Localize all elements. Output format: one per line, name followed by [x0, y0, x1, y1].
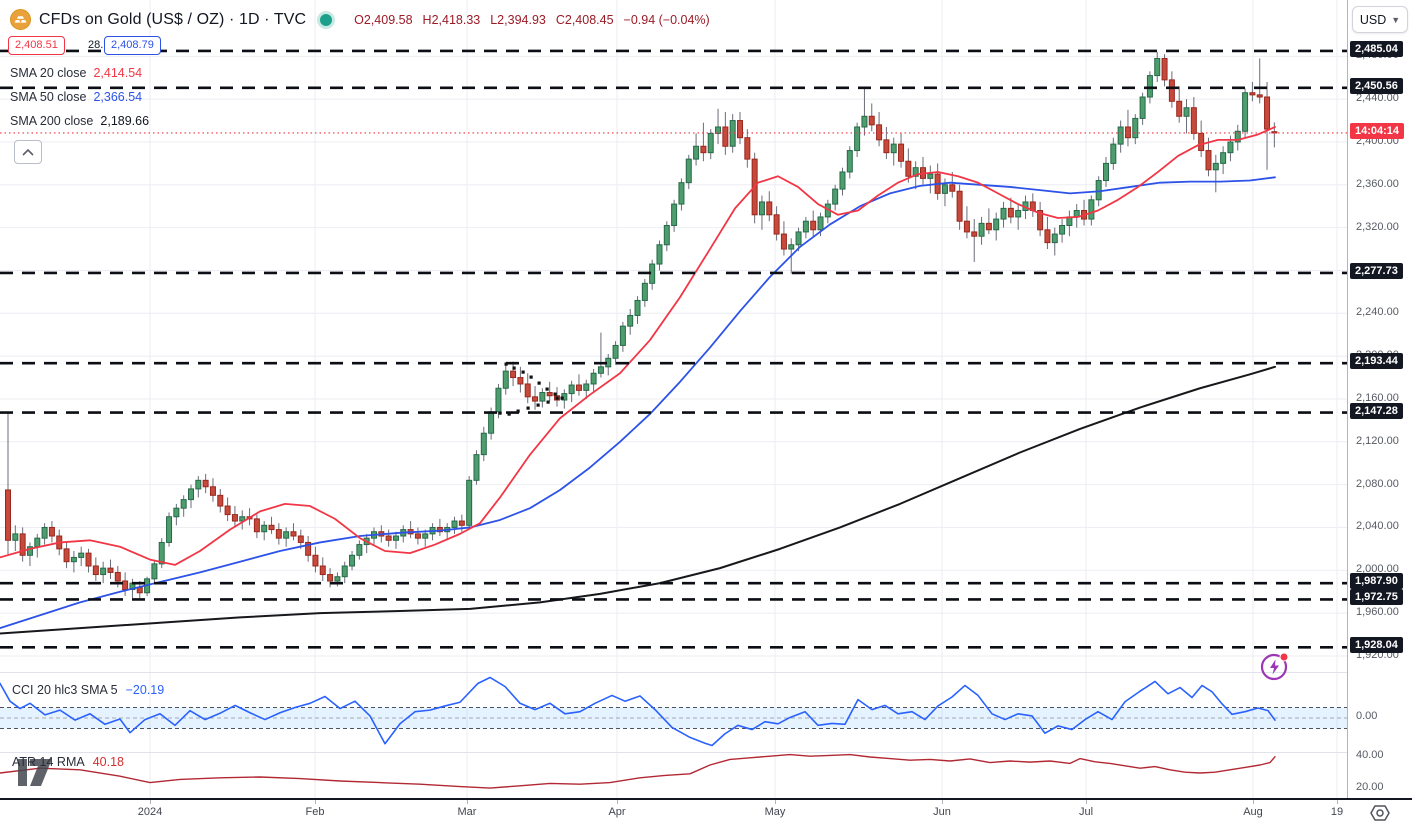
ohlc-close: C2,408.45	[555, 12, 614, 27]
price-tick: 2,000.00	[1356, 563, 1399, 576]
time-label: Mar	[457, 806, 477, 818]
time-label: Aug	[1243, 806, 1263, 818]
ohlc-readout: O2,409.58 H2,418.33 L2,394.93 C2,408.45 …	[354, 13, 710, 27]
main-price-pane[interactable]	[0, 0, 1348, 672]
atr-label: ATR 14 RMA	[12, 755, 85, 769]
market-status-dot[interactable]	[320, 13, 333, 26]
sr-price-label: 2,147.28	[1350, 402, 1403, 419]
collapse-legend-button[interactable]	[14, 140, 42, 164]
ohlc-high: H2,418.33	[422, 12, 481, 27]
time-label: Feb	[305, 806, 325, 818]
overlapped-price-text: 28.	[88, 39, 104, 51]
time-label: May	[764, 806, 786, 818]
time-tick	[1337, 800, 1338, 804]
time-tick	[942, 800, 943, 804]
time-tick	[315, 800, 316, 804]
cci-legend[interactable]: CCI 20 hlc3 SMA 5 −20.19	[12, 683, 164, 697]
legend-row-sma20[interactable]: SMA 20 close 2,414.54	[10, 66, 142, 80]
currency-label: USD	[1359, 12, 1387, 27]
price-tick: 2,080.00	[1356, 477, 1399, 490]
sma50-label: SMA 50 close	[10, 90, 87, 104]
atr-indicator-pane[interactable]	[0, 752, 1348, 798]
price-tick: 2,160.00	[1356, 391, 1399, 404]
sr-price-label: 2,277.73	[1350, 262, 1403, 279]
price-tick: 2,320.00	[1356, 220, 1399, 233]
price-tick: 2,440.00	[1356, 92, 1399, 105]
atr-tick-20: 20.00	[1356, 781, 1384, 793]
time-label: 19	[1330, 806, 1344, 818]
time-tick	[150, 800, 151, 804]
price-tick: 2,240.00	[1356, 306, 1399, 319]
bid-price-label[interactable]: 2,408.51	[8, 36, 65, 55]
time-label: Jul	[1078, 806, 1094, 818]
legend-row-sma50[interactable]: SMA 50 close 2,366.54	[10, 90, 142, 104]
bar-countdown-label: 14:04:14	[1350, 122, 1405, 139]
cci-value: −20.19	[125, 683, 165, 697]
price-axis[interactable]: USD ▼ 14:04:14 0.00 40.00 20.00 2,480.00…	[1347, 0, 1412, 798]
ohlc-open: O2,409.58	[354, 12, 413, 27]
time-tick	[1253, 800, 1254, 804]
pane-divider[interactable]	[0, 672, 1412, 673]
ohlc-low: L2,394.93	[490, 12, 546, 27]
price-tick: 2,120.00	[1356, 434, 1399, 447]
time-tick	[1086, 800, 1087, 804]
atr-value: 40.18	[92, 755, 124, 769]
sr-price-label: 2,485.04	[1350, 40, 1403, 57]
time-label: 2024	[137, 806, 163, 818]
time-tick	[467, 800, 468, 804]
price-tick: 1,960.00	[1356, 606, 1399, 619]
sma20-value: 2,414.54	[93, 66, 143, 80]
sr-price-label: 2,450.56	[1350, 77, 1403, 94]
price-tick: 2,040.00	[1356, 520, 1399, 533]
currency-selector[interactable]: USD ▼	[1352, 6, 1408, 33]
chevron-up-icon	[22, 148, 34, 156]
atr-tick-40: 40.00	[1356, 749, 1384, 761]
sr-price-label: 2,193.44	[1350, 353, 1403, 370]
time-label: Apr	[608, 806, 626, 818]
legend-row-sma200[interactable]: SMA 200 close 2,189.66	[10, 114, 149, 128]
ask-price-label[interactable]: 2,408.79	[104, 36, 161, 55]
symbol-title[interactable]: CFDs on Gold (US$ / OZ) · 1D · TVC	[39, 10, 307, 28]
ohlc-change: −0.94 (−0.04%)	[623, 12, 710, 27]
pane-divider[interactable]	[0, 752, 1412, 753]
sr-price-label: 1,928.04	[1350, 637, 1403, 654]
chevron-down-icon: ▼	[1391, 14, 1401, 25]
sma200-label: SMA 200 close	[10, 114, 94, 128]
flash-alert-icon[interactable]	[1259, 650, 1291, 687]
time-tick	[775, 800, 776, 804]
gold-coin-icon	[10, 9, 31, 30]
time-tick	[617, 800, 618, 804]
atr-legend[interactable]: ATR 14 RMA 40.18	[12, 755, 124, 769]
sr-price-label: 1,987.90	[1350, 573, 1403, 590]
sma200-value: 2,189.66	[100, 114, 150, 128]
sma20-label: SMA 20 close	[10, 66, 87, 80]
cci-zero-tick: 0.00	[1356, 710, 1378, 722]
sr-price-label: 1,972.75	[1350, 589, 1403, 606]
cci-indicator-pane[interactable]	[0, 672, 1348, 752]
sma50-value: 2,366.54	[93, 90, 143, 104]
price-tick: 2,360.00	[1356, 177, 1399, 190]
time-axis[interactable]: 2024 Feb Mar Apr May Jun Jul Aug 19	[0, 798, 1412, 823]
tradingview-watermark	[18, 759, 52, 786]
time-label: Jun	[933, 806, 951, 818]
axis-settings-icon[interactable]	[1368, 803, 1392, 823]
cci-label: CCI 20 hlc3 SMA 5	[12, 683, 118, 697]
